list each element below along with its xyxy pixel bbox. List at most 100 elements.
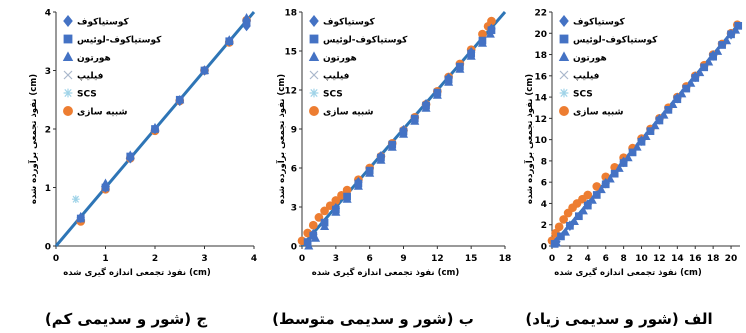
x-tick-label: 9	[400, 254, 406, 264]
legend-label: فیلیپ	[77, 72, 104, 82]
legend-marker-square	[309, 34, 319, 44]
x-tick-label: 3	[201, 254, 207, 264]
data-point-triangle	[650, 120, 660, 130]
x-tick-label: 6	[367, 254, 373, 264]
x-tick-label: 2	[567, 254, 573, 264]
data-point-asterisk	[71, 195, 80, 204]
data-point-triangle	[695, 67, 705, 77]
data-point-square	[700, 63, 709, 72]
y-tick-label: 16	[534, 72, 547, 82]
data-point-diamond	[726, 29, 736, 40]
y-tick-label: 15	[284, 48, 297, 58]
legend-marker-circle	[559, 106, 569, 116]
legend-label: فیلیپ	[323, 72, 350, 82]
series-diamond	[552, 29, 736, 247]
x-tick-label: 18	[707, 254, 720, 264]
legend-label: کوستیاکوف-لوئیس	[77, 36, 162, 46]
x-tick-label: 6	[603, 254, 609, 264]
data-point-triangle	[304, 241, 314, 250]
data-point-diamond	[354, 177, 363, 188]
data-point-square	[610, 169, 619, 178]
legend-marker-circle	[63, 106, 73, 116]
data-point-triangle	[677, 89, 687, 98]
data-point-diamond	[673, 92, 682, 104]
chart-panel-0: 0246810121416182022024681012141618202نفو…	[523, 9, 746, 279]
data-point-diamond	[376, 151, 386, 162]
caption-right: الف (شور و سدیمی زیاد)	[525, 310, 712, 328]
data-point-triangle	[668, 99, 678, 109]
y-tick-label: 9	[291, 126, 297, 136]
data-point-circle	[559, 215, 568, 224]
x-axis-label: نفوذ تجمعی اندازه گیری شده (cm)	[312, 267, 460, 278]
x-tick-label: 16	[689, 254, 702, 264]
data-point-triangle	[410, 116, 420, 125]
y-tick-label: 14	[534, 94, 547, 104]
data-point-triangle	[659, 110, 669, 119]
data-point-circle	[554, 222, 564, 232]
legend-marker-cross	[63, 70, 73, 80]
legend-marker-asterisk	[63, 88, 73, 98]
legend-marker-triangle	[62, 51, 74, 61]
legend-label: SCS	[323, 90, 343, 100]
data-point-triangle	[641, 131, 651, 140]
x-tick-label: 0	[53, 254, 59, 264]
data-point-circle	[487, 16, 496, 26]
data-point-diamond	[421, 99, 431, 110]
data-point-diamond	[200, 65, 209, 76]
y-tick-label: 6	[541, 179, 547, 189]
legend-label: SCS	[77, 90, 97, 100]
data-point-triangle	[485, 29, 495, 38]
data-point-triangle	[387, 142, 397, 151]
x-tick-label: 0	[299, 254, 305, 264]
legend: کوستیاکوف کوستیاکوف-لوئیس هورتون فیلیپ SCS شب…	[308, 15, 408, 118]
legend-marker-cross	[309, 70, 319, 80]
data-point-triangle	[578, 206, 588, 215]
legend-marker-triangle	[558, 51, 570, 61]
x-axis-label: نفوذ تجمعی اندازه گیری شده (cm)	[554, 267, 702, 278]
y-tick-label: 2	[45, 126, 51, 136]
x-tick-label: 2	[152, 254, 158, 264]
data-point-diamond	[126, 153, 135, 164]
y-tick-label: 8	[541, 157, 547, 167]
legend: کوستیاکوف کوستیاکوف-لوئیس هورتون فیلیپ SCS شب…	[62, 15, 162, 118]
y-tick-label: 12	[534, 115, 547, 125]
legend-marker-triangle	[308, 51, 320, 61]
data-point-square	[734, 21, 743, 30]
legend-label: هورتون	[77, 54, 111, 64]
data-point-diamond	[655, 114, 664, 125]
legend: کوستیاکوف کوستیاکوف-لوئیس هورتون فیلیپ SCS شب…	[558, 15, 658, 118]
data-point-square	[682, 84, 691, 93]
y-tick-label: 0	[291, 243, 297, 253]
data-point-triangle	[730, 25, 741, 34]
data-point-square	[557, 232, 565, 241]
data-point-circle	[320, 206, 329, 216]
series-asterisk	[71, 195, 80, 204]
data-point-diamond	[466, 47, 476, 58]
y-tick-label: 2	[541, 221, 547, 231]
x-tick-label: 18	[499, 254, 512, 264]
y-tick-label: 3	[45, 67, 51, 77]
data-point-diamond	[242, 20, 251, 32]
data-point-triangle	[587, 195, 597, 204]
legend-label: کوستیاکوف	[323, 18, 376, 28]
data-point-diamond	[601, 177, 610, 189]
data-point-triangle	[310, 233, 321, 242]
legend-label: فیلیپ	[573, 72, 600, 82]
data-point-diamond	[565, 220, 575, 232]
data-point-triangle	[365, 168, 375, 177]
legend-marker-cross	[559, 70, 569, 80]
x-tick-label: 12	[431, 254, 444, 264]
legend-label: کوستیاکوف-لوئیس	[323, 36, 408, 46]
data-point-diamond	[487, 23, 496, 35]
data-point-triangle	[569, 216, 579, 226]
data-point-diamond	[309, 229, 318, 240]
data-point-diamond	[175, 95, 184, 107]
caption-left: ج (شور و سدیمی کم)	[45, 310, 207, 328]
data-point-circle	[478, 29, 487, 39]
chart-panel-2: 0 1 2 3 4 0 1 2 3 4 نفوذ تجمعی اندازه گیری شده (cm…	[27, 9, 257, 279]
legend-label: هورتون	[323, 54, 357, 64]
data-point-circle	[331, 196, 341, 205]
y-tick-label: 4	[541, 200, 547, 210]
data-point-diamond	[150, 123, 160, 135]
